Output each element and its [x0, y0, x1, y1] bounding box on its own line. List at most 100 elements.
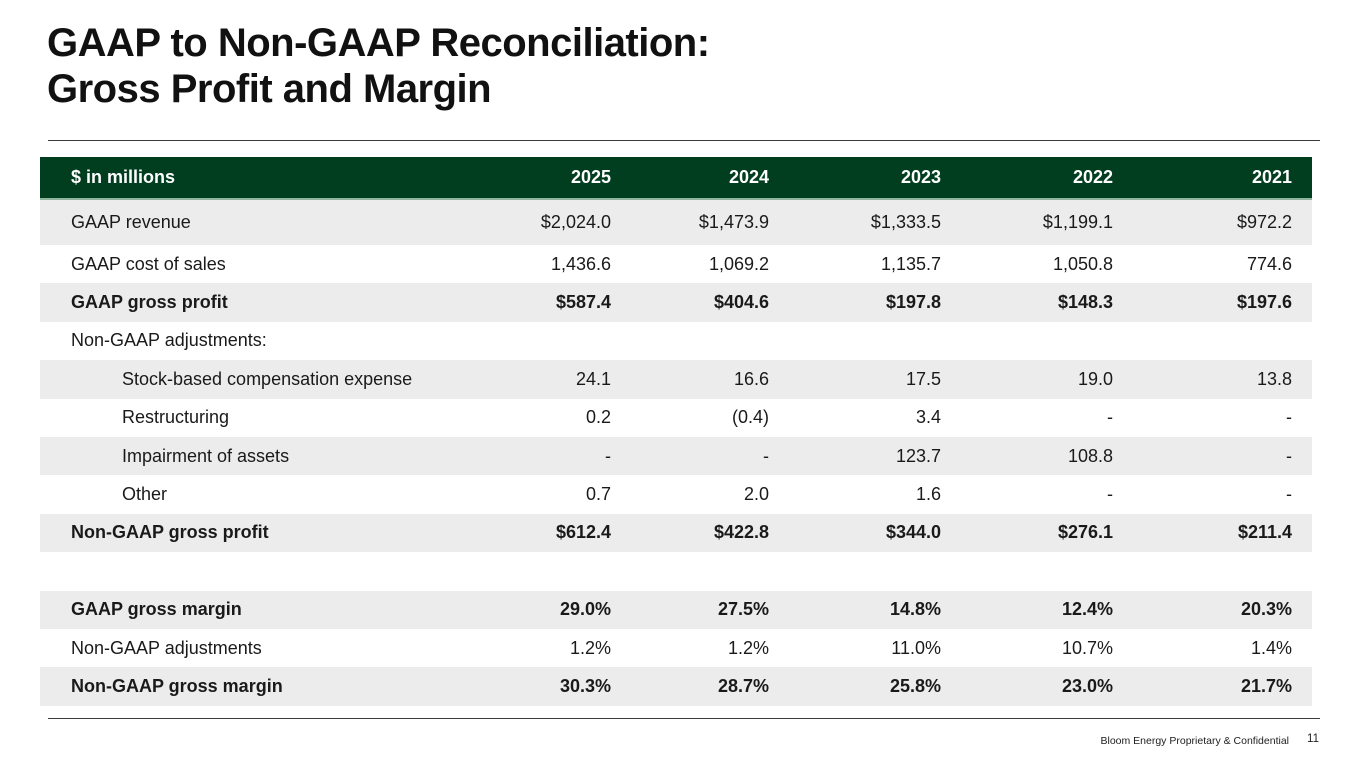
row-stock-based-compensation: Stock-based compensation expense 24.1 16… — [40, 360, 1312, 399]
row-label: Non-GAAP gross profit — [71, 522, 269, 543]
cell-2021: - — [1286, 484, 1292, 505]
cell-2024 — [631, 552, 789, 590]
cell-2024: 28.7% — [717, 675, 769, 696]
cell-2023: 1,135.7 — [880, 253, 941, 274]
row-label: Other — [122, 484, 168, 505]
row-label: Non-GAAP gross margin — [71, 675, 283, 696]
cell-2025: 30.3% — [559, 675, 611, 696]
cell-2023: 123.7 — [895, 445, 941, 466]
cell-2025: 24.1 — [575, 368, 611, 389]
row-impairment-of-assets: Impairment of assets - - 123.7 108.8 - — [40, 436, 1312, 476]
cell-2024: 1.2% — [727, 637, 769, 658]
cell-2023: 3.4 — [915, 407, 941, 428]
cell-2022: - — [1107, 484, 1113, 505]
row-label: GAAP cost of sales — [71, 253, 226, 274]
cell-2025 — [470, 552, 631, 590]
cell-2024 — [631, 322, 789, 360]
cell-2023: $344.0 — [885, 522, 941, 543]
cell-2023: 11.0% — [891, 637, 941, 658]
cell-2022: 108.8 — [1067, 445, 1113, 466]
cell-2025: 1,436.6 — [550, 253, 611, 274]
table-header-row: $ in millions 2025 2024 2023 2022 2021 — [40, 157, 1312, 200]
row-non-gaap-adjustments-heading: Non-GAAP adjustments: — [40, 322, 1312, 360]
slide-title-line-2: Gross Profit and Margin — [47, 67, 492, 111]
cell-2024: - — [763, 445, 769, 466]
row-gaap-cost-of-sales: GAAP cost of sales 1,436.6 1,069.2 1,135… — [40, 245, 1312, 283]
cell-2022: - — [1107, 407, 1113, 428]
year-header-2023: 2023 — [789, 157, 961, 200]
row-non-gaap-gross-profit: Non-GAAP gross profit $612.4 $422.8 $344… — [40, 513, 1312, 553]
cell-2022 — [961, 552, 1133, 590]
row-non-gaap-adjustments-margin: Non-GAAP adjustments 1.2% 1.2% 11.0% 10.… — [40, 629, 1312, 667]
reconciliation-table: $ in millions 2025 2024 2023 2022 2021 G… — [40, 157, 1312, 706]
cell-2022: 19.0 — [1077, 368, 1113, 389]
units-header: $ in millions — [40, 157, 470, 200]
cell-2022 — [961, 322, 1133, 360]
cell-2021: 20.3% — [1240, 599, 1292, 620]
cell-2022: 1,050.8 — [1052, 253, 1113, 274]
row-label — [40, 552, 470, 590]
row-label: Stock-based compensation expense — [122, 368, 413, 389]
cell-2025: 0.7 — [585, 484, 611, 505]
cell-2025: $612.4 — [555, 522, 611, 543]
row-gaap-gross-profit: GAAP gross profit $587.4 $404.6 $197.8 $… — [40, 283, 1312, 322]
cell-2024: $1,473.9 — [698, 212, 769, 232]
cell-2022: 12.4% — [1061, 599, 1113, 620]
slide-title: GAAP to Non-GAAP Reconciliation: Gross P… — [47, 20, 710, 112]
bottom-divider — [48, 718, 1320, 719]
row-label: GAAP gross margin — [71, 599, 242, 620]
cell-2023: $197.8 — [885, 292, 941, 313]
row-label: GAAP gross profit — [71, 292, 228, 313]
cell-2025: - — [605, 445, 611, 466]
cell-2022: $1,199.1 — [1042, 212, 1113, 232]
cell-2023: 25.8% — [889, 675, 941, 696]
row-label: GAAP revenue — [71, 212, 191, 232]
cell-2024: $422.8 — [713, 522, 769, 543]
cell-2023: $1,333.5 — [870, 212, 941, 232]
cell-2025: 29.0% — [559, 599, 611, 620]
cell-2025: 0.2 — [585, 407, 611, 428]
year-header-2024: 2024 — [631, 157, 789, 200]
row-other: Other 0.7 2.0 1.6 - - — [40, 475, 1312, 513]
row-gaap-gross-margin: GAAP gross margin 29.0% 27.5% 14.8% 12.4… — [40, 590, 1312, 629]
cell-2021 — [1133, 552, 1312, 590]
row-gaap-revenue: GAAP revenue $2,024.0 $1,473.9 $1,333.5 … — [40, 199, 1312, 245]
cell-2021: 21.7% — [1240, 675, 1292, 696]
cell-2024: (0.4) — [731, 407, 769, 428]
cell-2024: 2.0 — [743, 484, 769, 505]
cell-2025: $2,024.0 — [540, 212, 611, 232]
cell-2024: 1,069.2 — [708, 253, 769, 274]
top-divider — [48, 140, 1320, 141]
cell-2022: 10.7% — [1061, 637, 1113, 658]
cell-2021: - — [1286, 445, 1292, 466]
confidentiality-notice: Bloom Energy Proprietary & Confidential — [1100, 735, 1289, 747]
row-label: Non-GAAP adjustments: — [71, 330, 267, 351]
cell-2021: 1.4% — [1250, 637, 1292, 658]
cell-2023 — [789, 552, 961, 590]
cell-2025: $587.4 — [555, 292, 611, 313]
cell-2021 — [1133, 322, 1312, 360]
cell-2021: $972.2 — [1236, 212, 1292, 232]
year-header-2021: 2021 — [1133, 157, 1312, 200]
row-label: Restructuring — [122, 407, 230, 428]
cell-2021: - — [1286, 407, 1292, 428]
row-restructuring: Restructuring 0.2 (0.4) 3.4 - - — [40, 399, 1312, 437]
cell-2022: 23.0% — [1061, 675, 1113, 696]
slide-title-line-1: GAAP to Non-GAAP Reconciliation: — [47, 21, 710, 65]
row-label: Impairment of assets — [122, 445, 290, 466]
cell-2024: 16.6 — [733, 368, 769, 389]
page-number: 11 — [1307, 733, 1319, 745]
cell-2021: $197.6 — [1236, 292, 1292, 313]
cell-2025 — [470, 322, 631, 360]
cell-2024: 27.5% — [717, 599, 769, 620]
row-spacer — [40, 552, 1312, 590]
cell-2021: $211.4 — [1237, 522, 1292, 543]
cell-2021: 774.6 — [1246, 253, 1292, 274]
row-label: Non-GAAP adjustments — [71, 637, 262, 658]
cell-2023: 1.6 — [915, 484, 941, 505]
row-non-gaap-gross-margin: Non-GAAP gross margin 30.3% 28.7% 25.8% … — [40, 667, 1312, 706]
cell-2023: 17.5 — [905, 368, 941, 389]
cell-2025: 1.2% — [569, 637, 611, 658]
year-header-2025: 2025 — [470, 157, 631, 200]
cell-2021: 13.8 — [1256, 368, 1292, 389]
